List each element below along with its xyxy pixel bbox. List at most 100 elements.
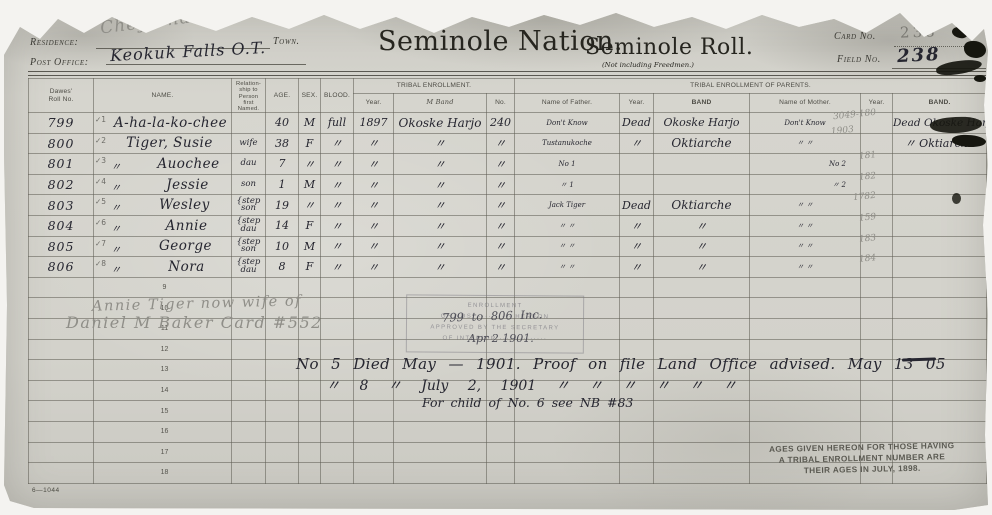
- residence-label: Residence:: [30, 37, 79, 48]
- row-checkmark: ✓3: [95, 156, 107, 166]
- age-value: 14: [275, 219, 289, 233]
- father-name-value: No 1: [558, 159, 576, 168]
- dawes-roll-no: 805: [47, 238, 75, 254]
- name-ditto: 〃: [111, 244, 121, 256]
- name-ditto: 〃: [111, 203, 121, 215]
- te-year-value: 〃: [368, 137, 379, 151]
- col-header-name: NAME.: [93, 78, 232, 113]
- blood-value: 〃: [331, 157, 343, 171]
- mother-name-value: No 2: [828, 159, 847, 168]
- col-group-tribal-enrollment: TRIBAL ENROLLMENT.: [352, 78, 516, 94]
- age-value: 1: [278, 178, 286, 192]
- mother-pencil-number: 184: [858, 253, 877, 266]
- table-header-row: Dawes' Roll No. NAME. Relation- ship to …: [28, 78, 988, 113]
- name-ditto: 〃: [111, 182, 121, 194]
- death-note-no5: No 5 Died May — 1901. Proof on file Land…: [296, 355, 946, 373]
- residence-underline: [96, 48, 270, 49]
- te-no-value: 〃: [495, 219, 506, 233]
- relationship-value: {step dau: [236, 216, 261, 234]
- row-number: 15: [160, 407, 169, 415]
- roll-title: Seminole Roll.: [585, 35, 754, 60]
- te-no-value: 〃: [495, 137, 506, 151]
- age-value: 40: [275, 116, 289, 130]
- col-header-mother-band: BAND.: [892, 93, 988, 113]
- te-year-value: 〃: [368, 199, 379, 213]
- dawes-roll-no: 800: [47, 135, 75, 151]
- father-year-value: 〃: [631, 219, 643, 233]
- header-double-rule: [28, 71, 986, 76]
- col-header-relationship: Relation- ship to Person first Named.: [236, 81, 261, 113]
- te-year-value: 〃: [368, 219, 379, 233]
- father-name-value: Jack Tiger: [548, 201, 586, 210]
- person-name: Tiger, Susie: [126, 135, 213, 152]
- card-no-value: 238: [899, 22, 938, 42]
- col-header-sex: SEX.: [298, 78, 321, 113]
- person-name: Annie: [165, 217, 208, 234]
- father-year-value: Dead: [622, 198, 651, 212]
- te-year-value: 〃: [368, 178, 379, 192]
- ink-blot: [974, 75, 986, 82]
- row-checkmark: ✓6: [95, 217, 107, 227]
- dawes-roll-no: 806: [47, 259, 75, 275]
- form-number: 6—1044: [32, 487, 60, 494]
- row-number: 14: [160, 387, 169, 395]
- table-row: 805 ✓7 〃 George {step son 10 M 〃 〃 〃 〃 〃 〃…: [28, 233, 988, 258]
- mother-pencil-number: 159: [858, 212, 877, 224]
- father-name-value: Tustanukoche: [542, 139, 592, 148]
- row-checkmark: ✓1: [95, 115, 107, 124]
- table-row: 802 ✓4 〃 Jessie son 1 M 〃 〃 〃 〃 〃 1 〃 2 182: [28, 171, 988, 196]
- sex-value: M: [303, 239, 316, 253]
- name-ditto: 〃: [111, 223, 121, 235]
- mother-name-value: 〃 〃: [796, 139, 814, 148]
- father-name-value: 〃 〃: [558, 221, 576, 230]
- father-band-value: Oktiarche: [671, 136, 732, 151]
- sex-value: F: [305, 136, 314, 150]
- row-checkmark: ✓7: [95, 238, 107, 248]
- col-header-father-year: Year.: [619, 93, 655, 113]
- relationship-value: {step son: [236, 236, 261, 255]
- mother-name-value: Don't Know: [784, 118, 826, 127]
- te-band-value: Okoske Harjo: [398, 115, 482, 130]
- blood-value: 〃: [331, 219, 343, 233]
- father-name-value: 〃 〃: [558, 242, 576, 251]
- father-band-value: 〃: [696, 260, 708, 274]
- row-checkmark: ✓2: [95, 135, 107, 145]
- father-year-value: 〃: [631, 137, 643, 151]
- dawes-roll-no: 803: [47, 197, 75, 213]
- dawes-roll-no: 801: [47, 156, 75, 172]
- row-number: 17: [160, 448, 169, 456]
- col-header-te-band: M Band: [393, 93, 487, 113]
- table-subheader-row: Year. M Band No. Name of Father. Year. B…: [29, 93, 988, 113]
- ink-blot: [950, 24, 970, 41]
- row-number: 12: [160, 345, 169, 353]
- roll-subnote: (Not including Freedmen.): [602, 61, 694, 69]
- relationship-value: {step dau: [236, 257, 261, 275]
- ages-stamp: AGES GIVEN HEREON FOR THOSE HAVING A TRI…: [746, 441, 979, 478]
- father-band-value: 〃: [696, 219, 708, 233]
- card-no-underline: [894, 46, 976, 47]
- enrollment-card: Residence: Cheyarha Town. Post Office: K…: [4, 13, 988, 510]
- father-band-value: 〃: [696, 240, 708, 254]
- name-ditto: 〃: [111, 162, 121, 174]
- col-header-father-name: Name of Father.: [514, 93, 621, 113]
- blood-value: 〃: [331, 240, 343, 254]
- mother-name-value: 〃 〃: [796, 262, 814, 271]
- table-row: 804 ✓6 〃 Annie {step dau 14 F 〃 〃 〃 〃 〃 〃 …: [28, 212, 988, 237]
- te-no-value: 〃: [495, 157, 506, 171]
- person-name: George: [159, 238, 212, 255]
- te-year-value: 〃: [368, 240, 379, 254]
- age-value: 7: [278, 157, 286, 171]
- mother-name-value: 〃 2: [832, 180, 847, 189]
- te-band-value: 〃: [434, 137, 446, 151]
- father-name-value: 〃 1: [560, 180, 574, 189]
- table-row: 806 ✓8 〃 Nora {step dau 8 F 〃 〃 〃 〃 〃 〃 〃 …: [28, 253, 988, 278]
- person-name: A-ha-la-ko-chee: [113, 114, 228, 131]
- row-checkmark: ✓5: [95, 197, 107, 207]
- te-year-value: 1897: [359, 116, 388, 130]
- col-group-parents-enrollment: TRIBAL ENROLLMENT OF PARENTS.: [514, 78, 988, 94]
- te-year-value: 〃: [368, 157, 379, 171]
- table-row: 18: [28, 462, 988, 484]
- te-no-value: 240: [490, 116, 511, 130]
- table-row: 799 ✓1 A-ha-la-ko-chee 40 M full 1897 Oko…: [28, 108, 988, 134]
